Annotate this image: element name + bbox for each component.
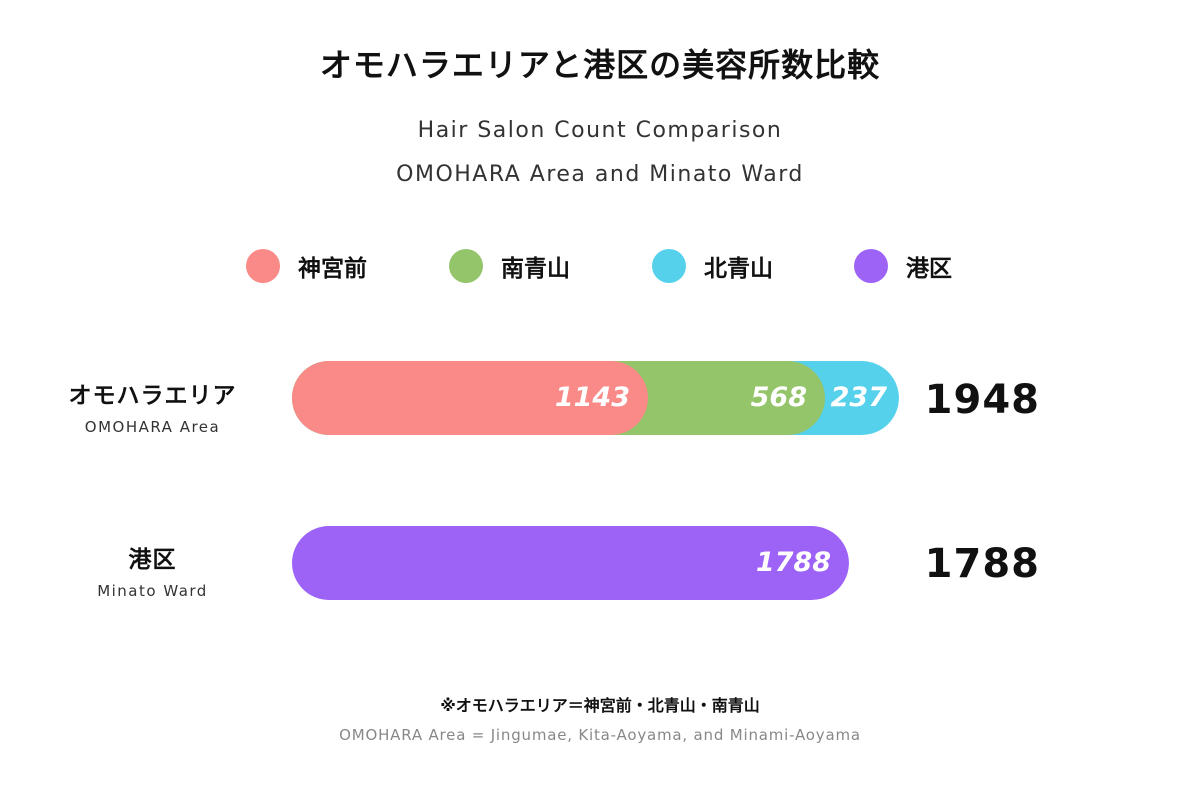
legend: 神宮前 南青山 北青山 港区 <box>0 244 1200 288</box>
row-label-minato-en: Minato Ward <box>97 582 208 600</box>
legend-item-minami-aoyama: 南青山 <box>449 244 570 288</box>
footnote-en: OMOHARA Area = Jingumae, Kita-Aoyama, an… <box>339 726 861 744</box>
chart-subtitle-line2: OMOHARA Area and Minato Ward <box>396 162 804 187</box>
legend-label-jingumae: 神宮前 <box>298 256 367 282</box>
legend-swatch-minato <box>854 249 888 283</box>
legend-label-kita-aoyama: 北青山 <box>704 256 773 282</box>
row-label-minato: 港区 Minato Ward <box>40 540 265 600</box>
data-label-jingumae: 1143 <box>554 382 630 413</box>
row-label-omohara-en: OMOHARA Area <box>84 418 221 436</box>
legend-swatch-minami-aoyama <box>449 249 483 283</box>
bar-segment-minato <box>292 526 849 600</box>
legend-item-minato: 港区 <box>854 244 952 288</box>
bar-omohara: 1143 568 237 <box>292 361 899 435</box>
legend-swatch-jingumae <box>246 249 280 283</box>
total-minato: 1788 <box>924 541 1040 587</box>
total-omohara: 1948 <box>924 377 1040 423</box>
legend-swatch-kita-aoyama <box>652 249 686 283</box>
chart-title: オモハラエリアと港区の美容所数比較 <box>319 46 881 84</box>
chart-subtitle-line1: Hair Salon Count Comparison <box>417 118 783 143</box>
legend-item-kita-aoyama: 北青山 <box>652 244 773 288</box>
bar-segment-jingumae <box>292 361 648 435</box>
legend-label-minato: 港区 <box>906 256 952 282</box>
row-label-omohara-jp: オモハラエリア <box>68 383 237 409</box>
data-label-minato: 1788 <box>755 547 831 578</box>
bar-minato: 1788 <box>292 526 849 600</box>
footnote-jp: ※オモハラエリア＝神宮前・北青山・南青山 <box>440 696 760 715</box>
data-label-minami-aoyama: 568 <box>750 382 807 413</box>
data-label-kita-aoyama: 237 <box>830 382 887 413</box>
legend-label-minami-aoyama: 南青山 <box>501 256 570 282</box>
row-label-minato-jp: 港区 <box>128 547 177 573</box>
row-label-omohara: オモハラエリア OMOHARA Area <box>40 376 265 436</box>
legend-item-jingumae: 神宮前 <box>246 244 367 288</box>
